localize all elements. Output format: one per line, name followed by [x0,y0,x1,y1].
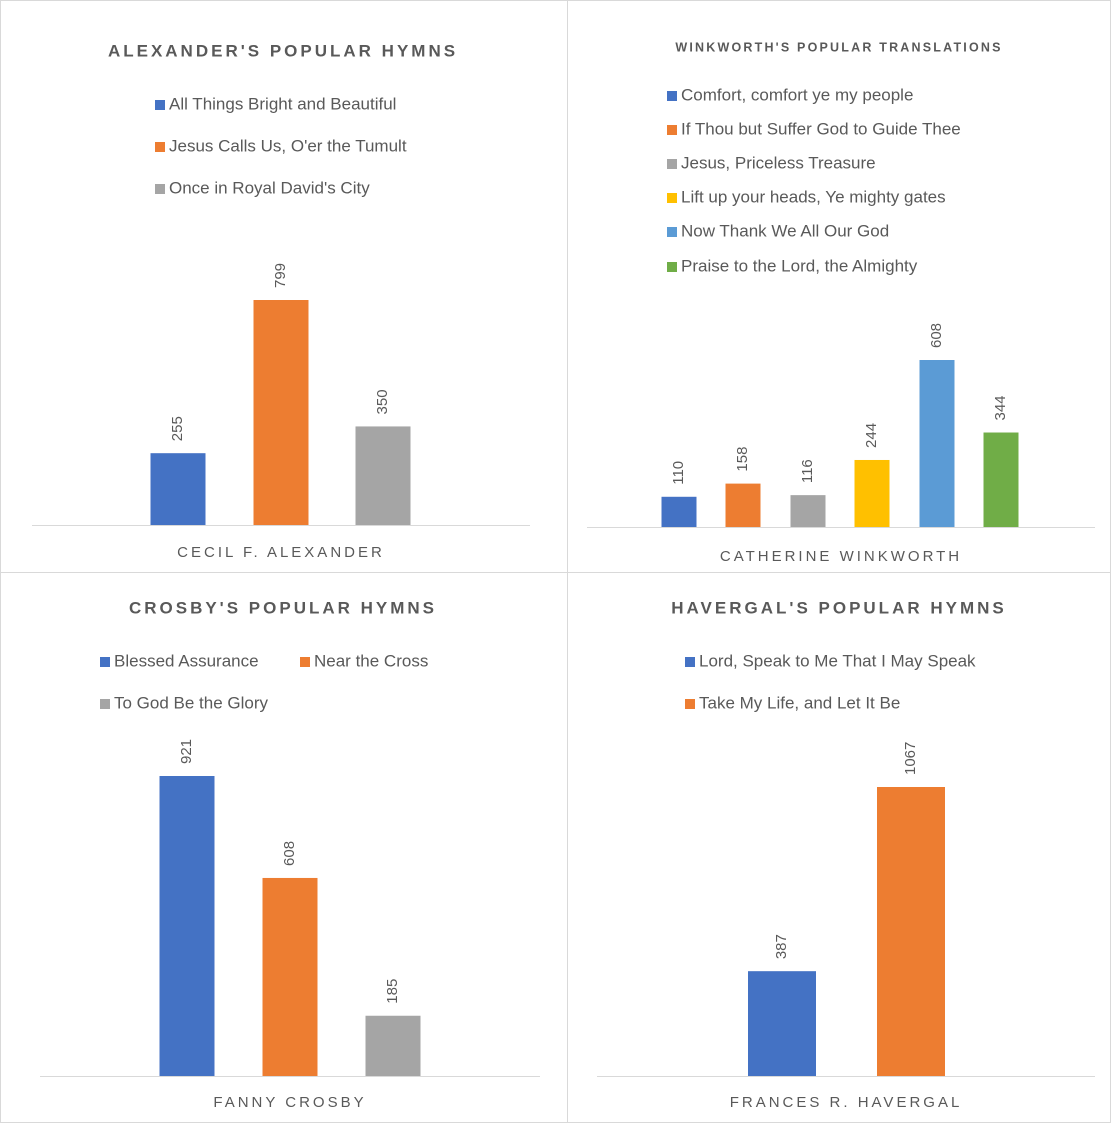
legend-swatch [155,142,165,152]
chart-title: ALEXANDER'S POPULAR HYMNS [108,41,458,60]
legend-swatch [667,227,677,237]
legend-label: All Things Bright and Beautiful [169,94,396,113]
legend-swatch [685,699,695,709]
bar [661,496,697,527]
x-category-label: CATHERINE WINKWORTH [720,548,962,565]
chart-title: WINKWORTH'S POPULAR TRANSLATIONS [675,40,1002,54]
data-label: 185 [384,979,401,1004]
legend-label: Lord, Speak to Me That I May Speak [699,651,976,670]
legend-swatch [667,193,677,203]
data-label: 255 [169,416,186,441]
legend-swatch [667,125,677,135]
bar [253,300,309,525]
legend-swatch [667,159,677,169]
data-label: 608 [928,323,945,348]
legend-swatch [100,699,110,709]
data-label: 799 [272,263,289,288]
data-label: 387 [773,934,790,959]
bar [262,877,318,1076]
legend-label: Comfort, comfort ye my people [681,85,913,104]
legend-label: Praise to the Lord, the Almighty [681,256,918,275]
bar [725,483,761,527]
legend-swatch [667,91,677,101]
data-label: 158 [734,447,751,472]
bar [355,426,411,525]
data-label: 921 [178,739,195,764]
x-category-label: FANNY CROSBY [213,1094,366,1111]
legend-label: If Thou but Suffer God to Guide Thee [681,119,961,138]
legend-label: Now Thank We All Our God [681,221,889,240]
legend-swatch [667,262,677,272]
data-label: 608 [281,841,298,866]
legend-swatch [300,657,310,667]
data-label: 1067 [902,742,919,775]
legend-swatch [685,657,695,667]
bar [150,453,206,525]
legend-label: Jesus Calls Us, O'er the Tumult [169,136,407,155]
chart-title: HAVERGAL'S POPULAR HYMNS [671,598,1006,617]
legend-label: To God Be the Glory [114,693,269,712]
bar [877,787,945,1076]
bar [854,459,890,527]
data-label: 110 [670,461,687,485]
legend-label: Take My Life, and Let It Be [699,693,900,712]
legend-label: Lift up your heads, Ye mighty gates [681,187,946,206]
bar [919,360,955,527]
data-label: 116 [799,459,816,483]
legend-label: Near the Cross [314,651,428,670]
legend-swatch [155,100,165,110]
bar [365,1015,421,1076]
bar [983,432,1019,527]
chart-title: CROSBY'S POPULAR HYMNS [129,598,437,617]
legend-swatch [155,184,165,194]
legend-label: Jesus, Priceless Treasure [681,153,876,172]
x-category-label: CECIL F. ALEXANDER [177,544,385,561]
data-label: 244 [863,423,880,448]
legend-swatch [100,657,110,667]
legend-label: Blessed Assurance [114,651,259,670]
data-label: 350 [374,389,391,414]
bar [790,495,826,527]
x-category-label: FRANCES R. HAVERGAL [730,1094,963,1111]
bar [159,776,215,1076]
data-label: 344 [992,395,1009,420]
legend-label: Once in Royal David's City [169,178,370,197]
bar [748,971,816,1076]
